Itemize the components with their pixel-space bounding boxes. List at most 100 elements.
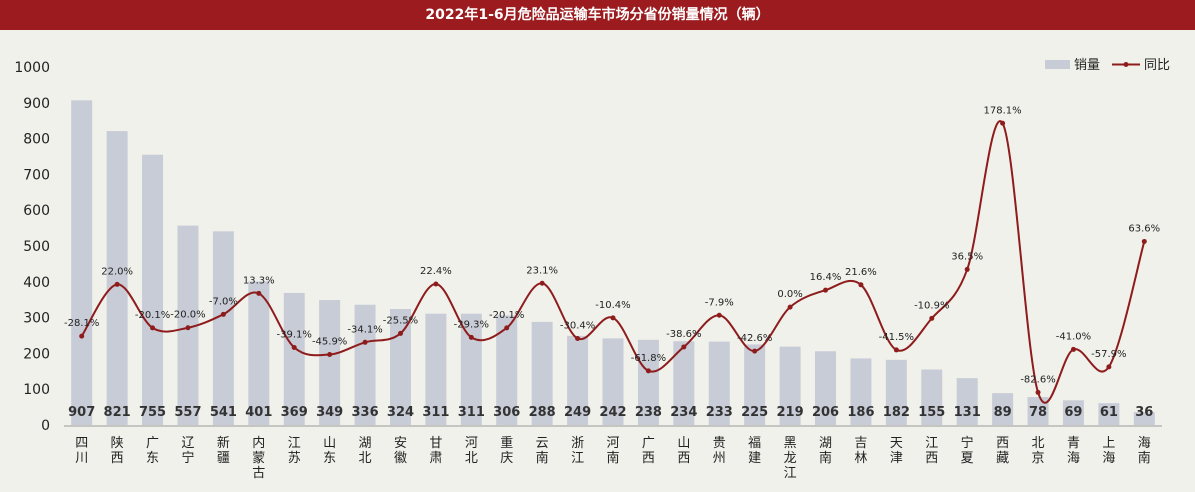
bar bbox=[956, 378, 978, 425]
bar-value-label: 311 bbox=[422, 405, 449, 420]
yoy-point bbox=[1000, 120, 1006, 126]
x-tick-label: 宁夏 bbox=[961, 435, 974, 466]
bar bbox=[142, 154, 164, 425]
x-tick-label: 新疆 bbox=[217, 435, 230, 466]
yoy-label: -34.1% bbox=[347, 324, 382, 335]
yoy-point bbox=[220, 311, 226, 317]
yoy-point bbox=[1106, 364, 1112, 370]
x-tick-label: 重庆 bbox=[500, 435, 513, 466]
yoy-label: -45.9% bbox=[312, 336, 347, 347]
y-tick-label: 700 bbox=[23, 167, 50, 183]
x-tick-label: 湖南 bbox=[819, 436, 832, 466]
yoy-point bbox=[893, 347, 899, 353]
bar bbox=[673, 341, 695, 425]
yoy-labels: -28.1%22.0%-20.1% -20.0%-7.0%13.3%-39.1%-… bbox=[64, 105, 1160, 385]
x-tick-label: 湖北 bbox=[359, 436, 372, 466]
x-tick-label: 浙江 bbox=[571, 436, 584, 466]
legend: 销量 同比 bbox=[1045, 58, 1170, 73]
y-tick-label: 400 bbox=[23, 275, 50, 291]
yoy-label: -28.1% bbox=[64, 318, 99, 329]
x-tick-label: 陕西 bbox=[111, 436, 124, 466]
bar bbox=[1098, 403, 1120, 425]
x-tick-label: 天津 bbox=[890, 436, 903, 466]
yoy-label: -42.6% bbox=[737, 333, 772, 344]
yoy-label: 0.0% bbox=[777, 289, 802, 300]
yoy-label: -41.0% bbox=[1056, 331, 1091, 342]
bar bbox=[992, 393, 1014, 425]
bar bbox=[708, 341, 730, 425]
bar-value-label: 206 bbox=[812, 405, 839, 420]
x-tick-label: 广西 bbox=[642, 436, 655, 466]
yoy-label: -7.9% bbox=[705, 297, 734, 308]
yoy-point bbox=[716, 312, 722, 318]
yoy-point bbox=[291, 344, 297, 350]
y-axis: 0 100 200 300 400 500 600 700 800 900 1000 bbox=[14, 60, 1162, 434]
bar bbox=[496, 315, 518, 425]
yoy-label: -29.3% bbox=[454, 319, 489, 330]
yoy-label: 36.5% bbox=[951, 251, 983, 262]
bar-value-label: 821 bbox=[104, 405, 131, 420]
bar-value-label: 219 bbox=[777, 405, 804, 420]
yoy-label: -20.0% bbox=[170, 310, 205, 321]
yoy-point bbox=[752, 348, 758, 354]
x-tick-label: 内蒙古 bbox=[252, 435, 265, 481]
yoy-label: -82.6% bbox=[1020, 374, 1055, 385]
bar bbox=[425, 313, 447, 425]
x-tick-label: 辽宁 bbox=[181, 436, 194, 466]
bar-value-label: 155 bbox=[918, 405, 945, 420]
bar-value-label: 336 bbox=[351, 405, 378, 420]
bar-value-label: 557 bbox=[174, 405, 201, 420]
chart-title-bar bbox=[0, 0, 1195, 30]
legend-bar-label: 销量 bbox=[1074, 58, 1100, 73]
x-tick-label: 云南 bbox=[536, 436, 549, 466]
bar bbox=[567, 335, 589, 425]
y-tick-label: 600 bbox=[23, 203, 50, 219]
yoy-point bbox=[433, 281, 439, 287]
bar bbox=[106, 131, 128, 425]
y-tick-label: 200 bbox=[23, 346, 50, 362]
bar bbox=[319, 300, 341, 425]
bar-value-label: 755 bbox=[139, 405, 166, 420]
yoy-point bbox=[610, 315, 616, 321]
bar bbox=[1027, 397, 1049, 425]
bar bbox=[283, 292, 305, 425]
x-tick-label: 吉林 bbox=[854, 436, 867, 466]
yoy-point bbox=[185, 325, 191, 331]
yoy-label: 21.6% bbox=[845, 267, 877, 278]
x-tick-label: 山西 bbox=[677, 436, 690, 466]
bar-value-label: 369 bbox=[281, 405, 308, 420]
x-tick-label: 上海 bbox=[1102, 436, 1115, 466]
yoy-point bbox=[397, 330, 403, 336]
yoy-point bbox=[256, 290, 262, 296]
x-tick-label: 福建 bbox=[748, 436, 761, 466]
bar bbox=[71, 100, 93, 425]
yoy-point bbox=[327, 351, 333, 357]
y-tick-label: 900 bbox=[23, 96, 50, 112]
x-tick-label: 贵州 bbox=[713, 436, 726, 466]
x-tick-label: 青海 bbox=[1067, 436, 1080, 466]
yoy-label: 22.4% bbox=[420, 266, 452, 277]
bar bbox=[744, 344, 766, 425]
x-tick-label: 甘肃 bbox=[429, 436, 442, 466]
bar-value-label: 238 bbox=[635, 405, 662, 420]
yoy-label: -30.4% bbox=[560, 320, 595, 331]
yoy-label: -7.0% bbox=[209, 296, 238, 307]
bar bbox=[1062, 400, 1084, 425]
x-tick-label: 北京 bbox=[1032, 436, 1045, 466]
yoy-point bbox=[681, 344, 687, 350]
yoy-point bbox=[1035, 389, 1041, 395]
bar-value-label: 401 bbox=[245, 405, 272, 420]
yoy-point bbox=[150, 325, 156, 331]
bar-value-label: 186 bbox=[847, 405, 874, 420]
x-tick-label: 江苏 bbox=[288, 436, 301, 466]
yoy-point bbox=[468, 334, 474, 340]
bar-value-label: 311 bbox=[458, 405, 485, 420]
x-tick-label: 西藏 bbox=[996, 436, 1009, 466]
yoy-label: -41.5% bbox=[879, 332, 914, 343]
bar bbox=[248, 281, 270, 425]
yoy-point bbox=[929, 315, 935, 321]
yoy-point bbox=[575, 335, 581, 341]
y-tick-label: 300 bbox=[23, 311, 50, 327]
yoy-label: 13.3% bbox=[243, 275, 275, 286]
